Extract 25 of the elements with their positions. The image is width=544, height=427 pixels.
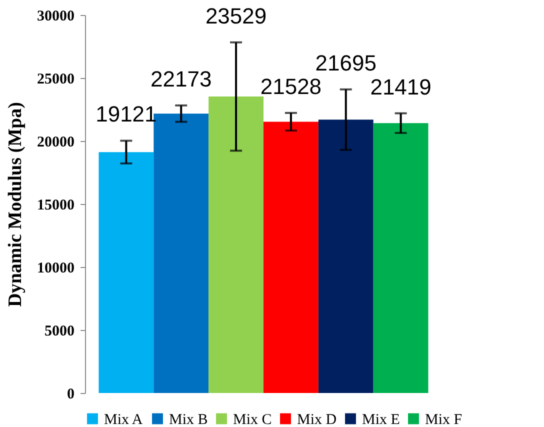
y-tick-label: 20000 — [37, 134, 74, 150]
legend-label: Mix E — [362, 412, 400, 427]
legend-label: Mix A — [104, 412, 143, 427]
bar — [264, 122, 318, 393]
bar — [318, 120, 374, 393]
data-label: 22173 — [150, 66, 212, 92]
legend-label: Mix D — [297, 412, 337, 427]
data-label: 21419 — [370, 74, 432, 100]
bar — [98, 152, 154, 393]
y-axis-title: Dynamic Modulus (Mpa) — [5, 102, 26, 307]
y-tick-label: 15000 — [37, 198, 74, 214]
legend-label: Mix F — [425, 412, 462, 427]
data-label: 21695 — [315, 50, 376, 76]
data-label: 21528 — [260, 74, 322, 99]
y-tick-label: 0 — [67, 386, 74, 402]
y-tick-label: 25000 — [37, 72, 74, 88]
legend-label: Mix C — [233, 412, 272, 427]
y-tick-label: 5000 — [44, 324, 74, 340]
y-tick-label: 30000 — [37, 8, 74, 24]
legend-label: Mix B — [169, 412, 208, 427]
bar — [373, 123, 428, 393]
data-label: 19121 — [96, 102, 157, 127]
data-label: 23529 — [205, 3, 267, 28]
bar — [208, 96, 264, 393]
y-tick-label: 10000 — [37, 260, 74, 276]
